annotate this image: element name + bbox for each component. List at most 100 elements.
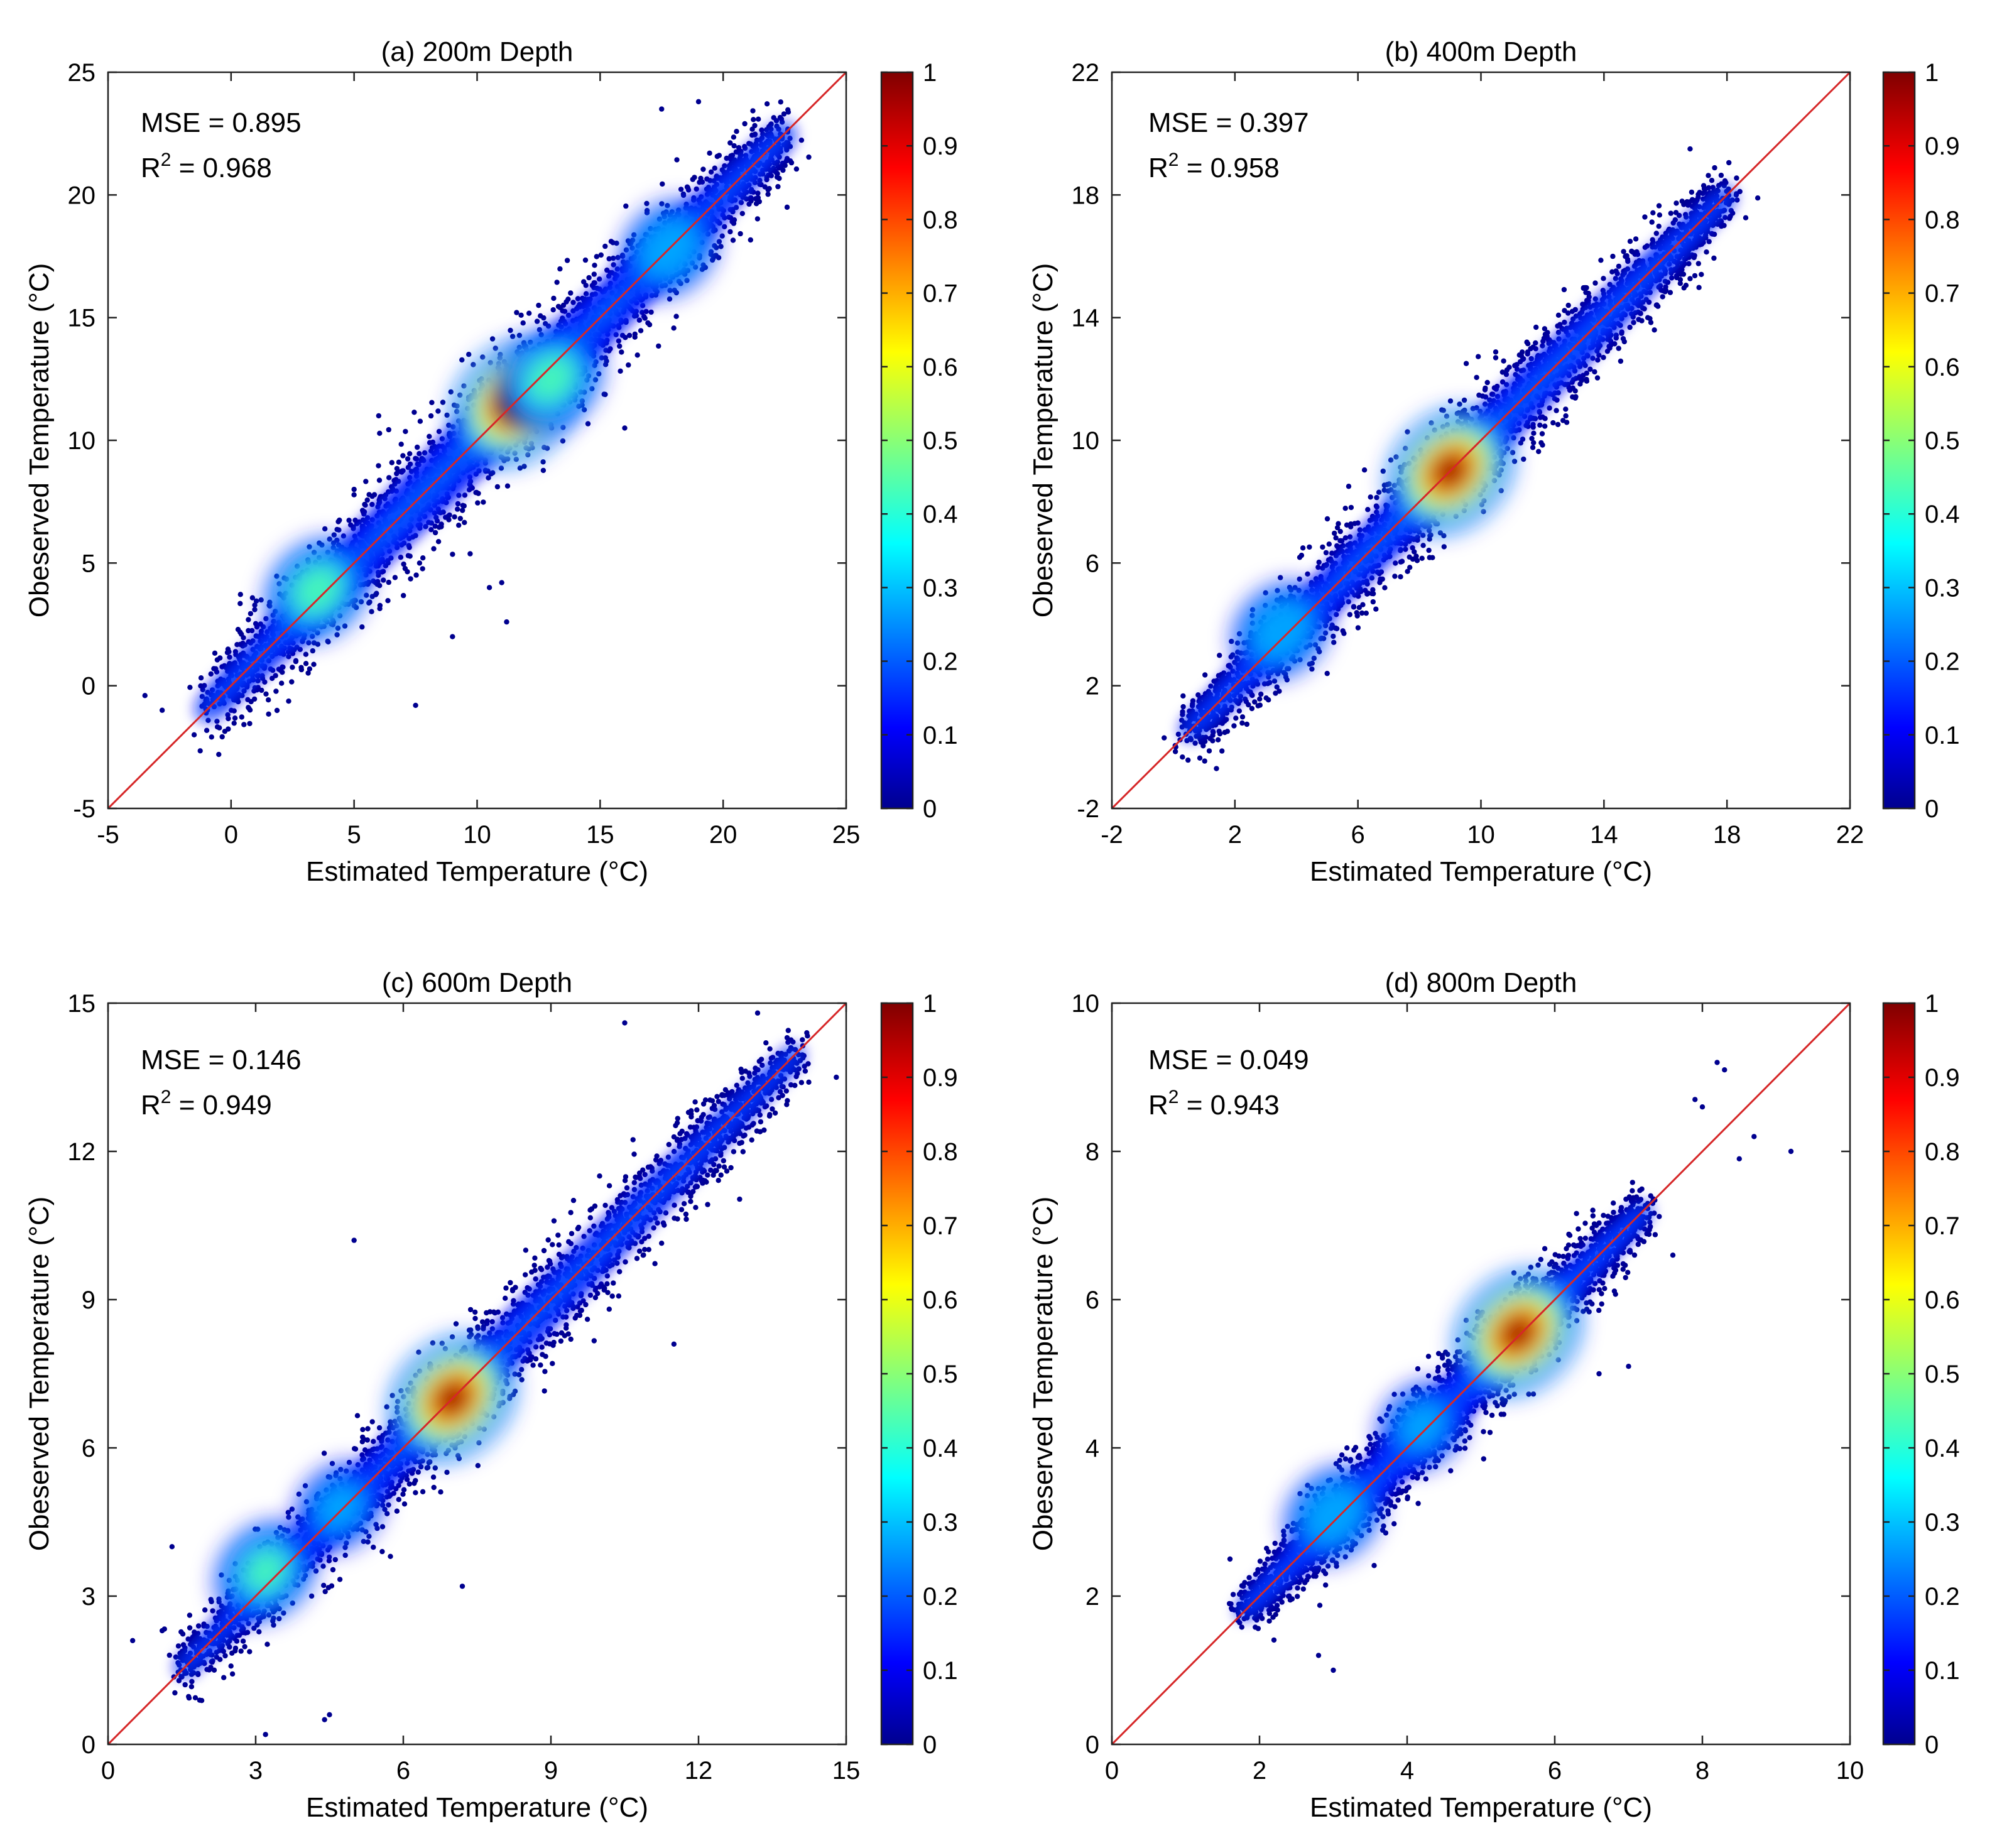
scatter-point [1210,729,1216,734]
scatter-point [727,140,733,146]
scatter-point [708,169,714,175]
colorbar-tick-label: 0.5 [923,427,958,455]
scatter-point [1316,559,1322,565]
scatter-point [461,503,467,509]
scatter-point [1542,423,1548,429]
scatter-point [604,267,610,273]
scatter-point [784,156,790,161]
scatter-point [1579,376,1585,382]
scatter-point [488,471,494,477]
scatter-point [1693,198,1699,204]
scatter-point [1562,308,1567,313]
scatter-point [700,166,706,172]
scatter-point [712,165,718,171]
scatter-point [360,509,366,515]
scatter-point [1342,506,1348,511]
scatter-point [1631,320,1636,325]
scatter-point [407,553,413,559]
scatter-point [1172,749,1178,754]
scatter-point [1627,239,1633,244]
outlier-point [504,619,509,625]
scatter-point [420,555,426,561]
scatter-point [1530,445,1536,450]
outlier-point [351,486,357,492]
scatter-point [455,501,461,507]
scatter-point [1180,712,1185,717]
scatter-point [462,519,467,525]
scatter-point [1657,212,1663,218]
scatter-point [1639,318,1645,323]
scatter-point [1533,340,1538,346]
scatter-point [1348,504,1354,511]
scatter-point [1530,424,1536,430]
scatter-point [1330,633,1336,639]
scatter-point [417,418,423,424]
scatter-point [1554,408,1559,413]
y-tick-label: 0 [82,673,95,700]
scatter-point [1309,666,1315,672]
scatter-point [1613,268,1619,274]
scatter-point [246,617,251,622]
scatter-point [346,518,352,523]
scatter-point [204,727,210,734]
scatter-point [436,428,442,435]
scatter-point [575,296,581,302]
scatter-point [785,107,791,112]
scatter-point [1413,553,1419,559]
outlier-point [216,751,222,758]
scatter-point [197,748,203,754]
scatter-point [1621,249,1626,254]
scatter-point [1381,487,1387,493]
scatter-point [798,138,805,143]
scatter-point [466,352,472,357]
scatter-point [401,561,406,567]
scatter-point [1734,175,1739,181]
scatter-point [646,322,653,328]
x-tick-label: 25 [832,821,861,849]
scatter-point [369,594,375,599]
scatter-point [1360,602,1366,607]
scatter-point [1536,448,1542,454]
y-tick-label: 20 [68,182,96,209]
scatter-point [638,328,644,334]
scatter-point [1709,178,1715,183]
scatter-point [1584,376,1589,383]
scatter-point [1650,210,1656,215]
scatter-point [413,572,419,578]
scatter-point [781,111,787,117]
scatter-point [739,210,746,217]
scatter-point [1616,263,1622,269]
scatter-point [1619,330,1624,336]
x-axis-label: Estimated Temperature (°C) [306,856,648,887]
scatter-point [1347,612,1352,617]
scatter-point [1518,440,1523,446]
scatter-point [1493,355,1499,361]
scatter-point [1382,585,1388,590]
scatter-point [1649,219,1655,225]
scatter-point [1586,294,1592,300]
scatter-point [1206,748,1212,754]
scatter-point [719,233,725,239]
scatter-point [526,310,532,316]
scatter-point [1531,430,1537,436]
scatter-point [1583,290,1589,295]
scatter-point [187,685,193,690]
scatter-point [734,129,739,134]
scatter-point [554,280,560,285]
scatter-point [258,597,264,603]
scatter-point [1410,557,1416,562]
scatter-point [1215,737,1221,743]
scatter-point [266,711,271,717]
scatter-point [407,451,413,457]
scatter-point [680,191,687,197]
scatter-point [521,464,527,469]
scatter-point [408,576,413,582]
scatter-point [428,527,434,533]
scatter-point [520,320,526,326]
scatter-point [742,121,748,127]
scatter-point [331,532,337,538]
scatter-point [678,187,684,192]
scatter-point [699,179,705,185]
